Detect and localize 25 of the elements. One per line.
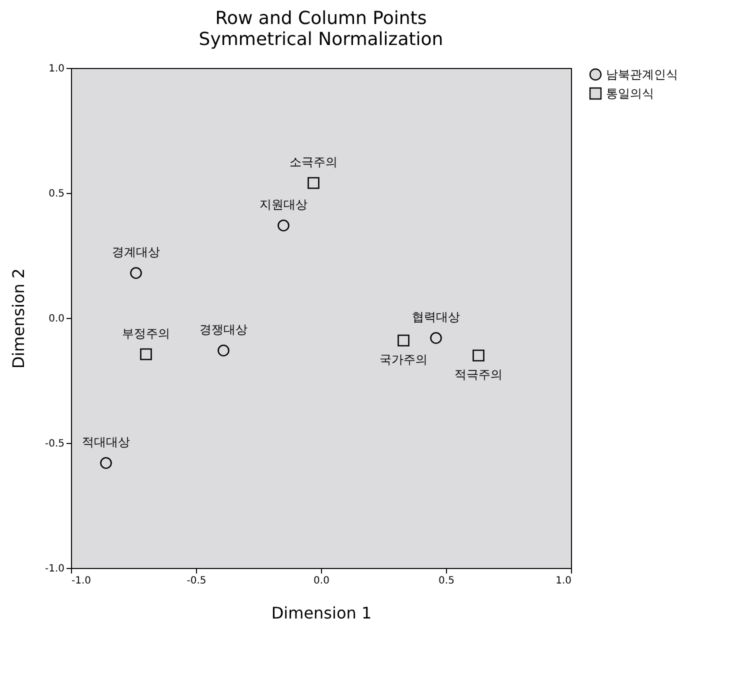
x-axis-title: Dimension 1 [271,604,372,622]
annotation: 협력대상 [412,310,460,324]
x-tick-label: -1.0 [72,576,92,586]
annotation: 경계대상 [112,245,160,259]
y-axis-title: Dimension 2 [8,268,28,369]
annotation: 적극주의 [454,368,502,382]
y-tick-label: 1.0 [48,64,64,74]
annotation: 지원대상 [260,198,308,212]
legend-label: 남북관계인식 [606,68,678,82]
legend-label: 통일의식 [606,86,654,100]
annotation: 부정주의 [122,326,170,340]
annotation: 경쟁대상 [200,322,248,336]
annotation: 소극주의 [290,155,338,169]
x-tick-label: 1.0 [556,576,572,586]
y-tick-label: -1.0 [44,564,64,574]
annotation: 국가주의 [380,352,428,366]
y-tick-label: 0.5 [48,188,64,200]
x-tick-label: -0.5 [186,576,206,586]
chart-title: Row and Column Points [215,8,427,29]
x-tick-label: 0.5 [438,576,454,586]
y-tick-label: 0.0 [48,314,64,324]
x-tick-label: 0.0 [314,576,330,586]
chart-subtitle: Symmetrical Normalization [198,29,444,50]
y-tick-label: -0.5 [44,438,64,450]
annotation: 적대대상 [82,435,130,449]
